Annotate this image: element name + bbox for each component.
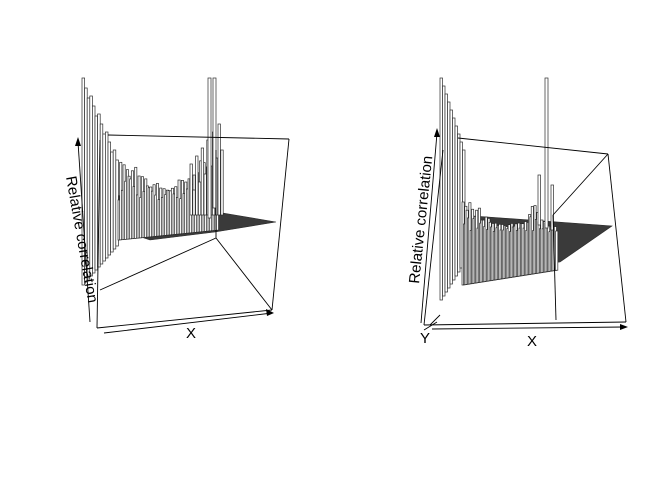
right-surface-spike	[537, 174, 541, 226]
left-box-right-edge	[271, 138, 290, 311]
left-surface-peak	[212, 77, 217, 209]
right-box-bottom-front	[423, 321, 627, 326]
right-box-top-edge	[457, 137, 609, 155]
right-z-axis-arrowhead	[434, 128, 440, 137]
left-surface-plot: X Relative correlation	[62, 77, 290, 342]
left-x-axis-label: X	[186, 325, 196, 342]
left-surface-spike	[217, 123, 221, 216]
left-surface-ridge-column	[92, 105, 96, 274]
left-x-axis-arrowhead	[266, 309, 274, 316]
right-x-axis-arrowhead	[620, 324, 628, 330]
right-surface-spike	[550, 184, 554, 231]
right-box-right-edge	[607, 153, 627, 323]
left-surface-ridge-column	[94, 115, 98, 271]
right-box-left-edge	[423, 149, 444, 326]
left-surface-ridge-column	[110, 151, 114, 253]
left-surface-ridge-column	[105, 131, 109, 259]
right-surface-ridge-column	[442, 85, 446, 297]
left-z-axis-arrowhead	[75, 137, 81, 146]
right-surface-plot: X Y Relative correlation	[406, 77, 628, 350]
right-x-axis-line	[431, 326, 625, 330]
left-surface-spike	[189, 163, 193, 216]
right-y-axis-label: Y	[420, 330, 430, 347]
right-x-axis-label: X	[527, 333, 537, 350]
left-surface-peak	[207, 77, 212, 219]
right-surface-ridge-column	[452, 117, 456, 281]
left-box-left-edge	[96, 139, 101, 329]
right-box-floor-left	[429, 314, 441, 326]
left-box-top-edge	[107, 134, 290, 140]
left-box-inner-floor	[215, 237, 273, 311]
right-box-inner-diagonal	[552, 153, 609, 216]
left-z-axis-line	[77, 141, 91, 323]
left-surface-spike	[198, 181, 202, 216]
right-z-axis-line	[420, 132, 438, 324]
left-box-bottom-back	[96, 309, 273, 329]
left-surface-ridge-column	[112, 149, 117, 250]
right-surface-noise-bar	[555, 230, 559, 271]
left-x-axis-line	[103, 312, 273, 334]
right-z-axis-label: Relative correlation	[406, 155, 436, 284]
right-surface-ridge-column	[457, 133, 461, 273]
right-surface-ridge-column	[449, 109, 453, 285]
right-surface-mesh	[439, 77, 613, 301]
left-surface-spike	[192, 189, 196, 216]
left-surface-ridge-column	[102, 133, 106, 262]
right-y-axis-line	[423, 321, 438, 331]
left-surface-ridge-column	[99, 123, 104, 265]
left-surface-spike	[200, 147, 204, 216]
right-surface-ridge-column	[444, 93, 448, 293]
left-box-inner-floor-left	[99, 237, 217, 291]
left-surface-spike	[203, 173, 207, 216]
left-surface-ridge-column	[107, 141, 111, 256]
right-surface-ridge-column	[439, 77, 443, 301]
left-surface-spike	[195, 155, 199, 216]
right-surface-ridge-column	[447, 101, 451, 289]
right-surface-peak	[544, 77, 549, 229]
right-surface-ridge-column	[454, 125, 458, 277]
right-box-inner-vertical	[552, 214, 557, 321]
left-surface-spike	[220, 149, 224, 216]
left-surface-mesh	[81, 77, 277, 286]
